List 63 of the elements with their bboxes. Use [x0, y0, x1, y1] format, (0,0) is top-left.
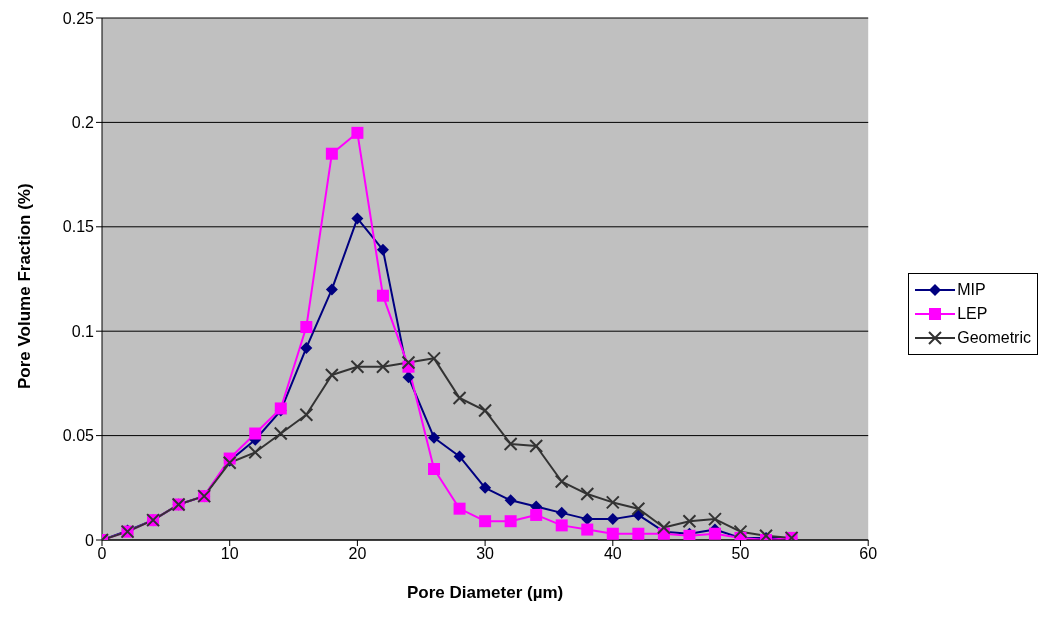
- point: [375, 359, 390, 374]
- point: [453, 502, 466, 515]
- point: [504, 515, 517, 528]
- point: [376, 243, 389, 256]
- y-tick-label: 0.25: [62, 9, 95, 27]
- point: [530, 508, 543, 521]
- point: [529, 439, 544, 454]
- x-tick-label: 10: [220, 545, 239, 563]
- point: [350, 359, 365, 374]
- y-tick-label: 0.05: [62, 427, 95, 445]
- y-tick-label: 0.15: [62, 218, 95, 236]
- x-tick-label: 20: [348, 545, 367, 563]
- x-tick-label: 30: [476, 545, 495, 563]
- point: [249, 427, 262, 440]
- point: [479, 481, 492, 494]
- point: [427, 351, 442, 366]
- point: [351, 212, 364, 225]
- point: [402, 371, 415, 384]
- point: [351, 126, 364, 139]
- point: [325, 147, 338, 160]
- point: [300, 341, 313, 354]
- point: [503, 436, 518, 451]
- legend-label: MIP: [957, 281, 986, 299]
- point: [401, 355, 416, 370]
- point: [656, 520, 671, 535]
- point: [428, 463, 441, 476]
- point: [504, 494, 517, 507]
- point: [555, 506, 568, 519]
- point: [428, 431, 441, 444]
- point: [273, 426, 288, 441]
- legend-label: Geometric: [957, 329, 1031, 347]
- y-tick-label: 0.2: [71, 114, 95, 132]
- point: [605, 495, 620, 510]
- y-axis-title: Pore Volume Fraction (%): [15, 183, 35, 389]
- point: [453, 450, 466, 463]
- point: [325, 283, 338, 296]
- point: [479, 515, 492, 528]
- point: [299, 407, 314, 422]
- point: [554, 474, 569, 489]
- x-tick-label: 0: [97, 545, 107, 563]
- point: [708, 527, 721, 540]
- point: [580, 487, 595, 502]
- point: [581, 523, 594, 536]
- x-tick-label: 60: [859, 545, 878, 563]
- point: [324, 368, 339, 383]
- x-tick-label: 40: [603, 545, 622, 563]
- y-tick-label: 0: [85, 531, 95, 549]
- point: [478, 403, 493, 418]
- x-tick-label: 50: [731, 545, 750, 563]
- point: [682, 514, 697, 529]
- point: [555, 519, 568, 532]
- x-axis-title: Pore Diameter (µm): [406, 583, 564, 602]
- point: [707, 512, 722, 527]
- legend-label: LEP: [957, 305, 988, 323]
- y-tick-label: 0.1: [71, 322, 95, 340]
- point: [300, 321, 313, 334]
- point: [632, 527, 645, 540]
- point: [606, 527, 619, 540]
- point: [631, 501, 646, 516]
- point: [452, 391, 467, 406]
- point: [376, 289, 389, 302]
- point: [248, 445, 263, 460]
- point: [733, 524, 748, 539]
